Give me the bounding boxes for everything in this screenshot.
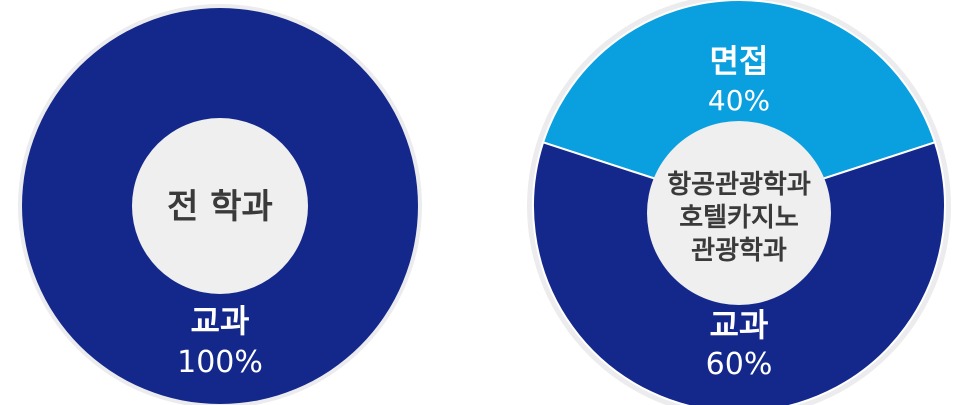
- donut-chart-all-departments: 전 학과 교과 100%: [18, 4, 422, 405]
- slice-label-interview: 면접: [710, 42, 769, 80]
- slice-value-label-grades: 60%: [706, 347, 773, 382]
- slice-value-label: 100%: [177, 345, 263, 380]
- center-label-line-3: 관광학과: [691, 236, 787, 266]
- slice-value-label-interview: 40%: [708, 84, 770, 117]
- center-label-line-1: 항공관광학과: [667, 170, 811, 200]
- center-hole: [647, 121, 831, 305]
- center-label: 전 학과: [167, 187, 273, 227]
- slice-label-grades: 교과: [710, 306, 769, 344]
- slice-label: 교과: [191, 302, 250, 340]
- center-label-line-2: 호텔카지노: [679, 203, 799, 233]
- donut-chart-tourism-departments: 항공관광학과 호텔카지노 관광학과 면접 40% 교과 60%: [527, 0, 951, 405]
- pie-slice-면접: [541, 0, 937, 208]
- center-hole: [132, 118, 308, 294]
